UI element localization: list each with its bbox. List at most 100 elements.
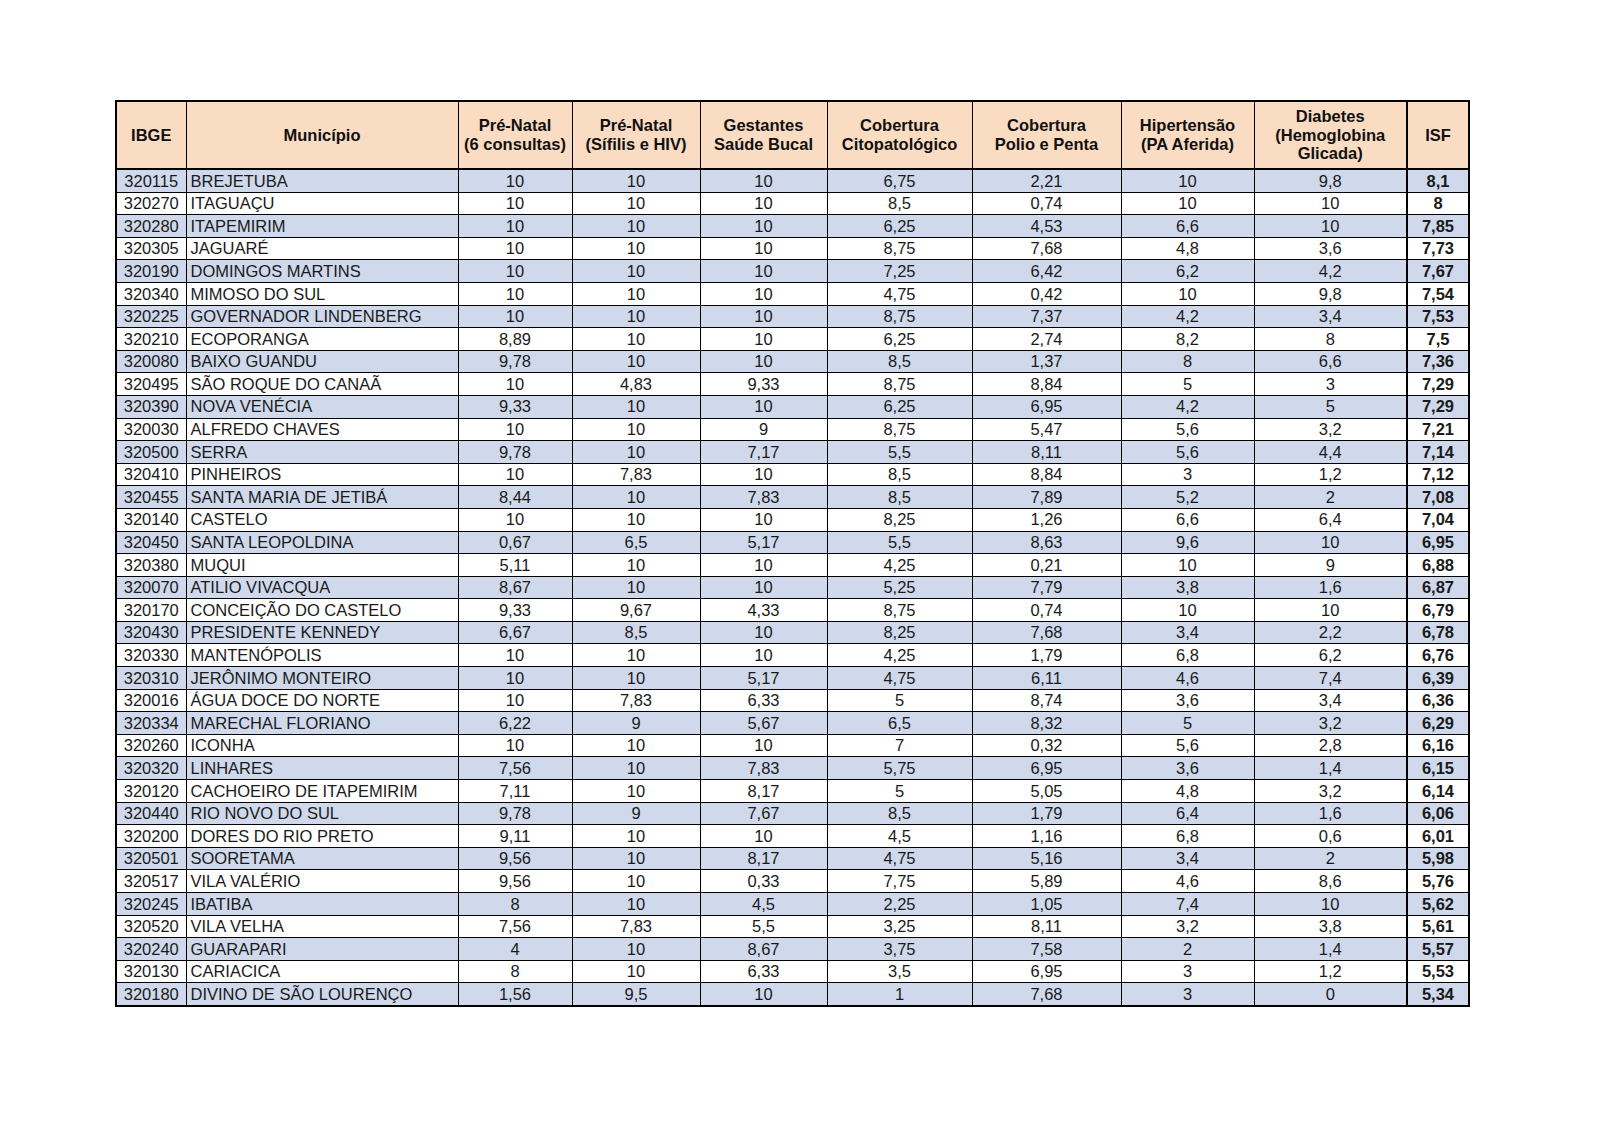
column-header-hipertensao-pa-aferida: Hipertensão (PA Aferida)	[1121, 101, 1254, 169]
cell-cobertura-citopatologico: 6,75	[827, 169, 972, 192]
cell-pre-natal-6-consultas: 10	[458, 463, 572, 486]
cell-municipio: SOORETAMA	[186, 847, 458, 870]
cell-isf: 6,87	[1407, 576, 1469, 599]
cell-pre-natal-6-consultas: 10	[458, 169, 572, 192]
cell-cobertura-citopatologico: 8,5	[827, 802, 972, 825]
cell-isf: 7,08	[1407, 486, 1469, 509]
cell-isf: 8,1	[1407, 169, 1469, 192]
table-row: 320200DORES DO RIO PRETO9,1110104,51,166…	[116, 825, 1469, 848]
cell-cobertura-citopatologico: 7	[827, 734, 972, 757]
cell-cobertura-citopatologico: 8,25	[827, 621, 972, 644]
cell-municipio: SANTA LEOPOLDINA	[186, 531, 458, 554]
cell-ibge: 320140	[116, 508, 186, 531]
table-row: 320320LINHARES7,56107,835,756,953,61,46,…	[116, 757, 1469, 780]
cell-isf: 7,85	[1407, 215, 1469, 238]
cell-ibge: 320245	[116, 893, 186, 916]
cell-gestantes-saude-bucal: 5,17	[700, 667, 827, 690]
cell-municipio: IBATIBA	[186, 893, 458, 916]
cell-hipertensao-pa-aferida: 9,6	[1121, 531, 1254, 554]
cell-ibge: 320240	[116, 938, 186, 961]
cell-pre-natal-6-consultas: 10	[458, 260, 572, 283]
cell-cobertura-polio-penta: 1,37	[972, 350, 1121, 373]
cell-cobertura-citopatologico: 3,75	[827, 938, 972, 961]
cell-diabetes-hemoglobina-glicada: 3,2	[1254, 780, 1407, 803]
cell-diabetes-hemoglobina-glicada: 2	[1254, 486, 1407, 509]
cell-isf: 6,36	[1407, 689, 1469, 712]
cell-diabetes-hemoglobina-glicada: 1,6	[1254, 802, 1407, 825]
table-row: 320440RIO NOVO DO SUL9,7897,678,51,796,4…	[116, 802, 1469, 825]
cell-pre-natal-6-consultas: 9,78	[458, 441, 572, 464]
cell-pre-natal-sifilis-hiv: 10	[572, 576, 700, 599]
cell-gestantes-saude-bucal: 8,67	[700, 938, 827, 961]
cell-cobertura-citopatologico: 3,5	[827, 960, 972, 983]
table-row: 320500SERRA9,78107,175,58,115,64,47,14	[116, 441, 1469, 464]
cell-pre-natal-6-consultas: 9,78	[458, 350, 572, 373]
cell-gestantes-saude-bucal: 0,33	[700, 870, 827, 893]
cell-diabetes-hemoglobina-glicada: 2,8	[1254, 734, 1407, 757]
cell-municipio: BREJETUBA	[186, 169, 458, 192]
cell-ibge: 320305	[116, 237, 186, 260]
cell-gestantes-saude-bucal: 10	[700, 621, 827, 644]
cell-pre-natal-sifilis-hiv: 7,83	[572, 463, 700, 486]
cell-ibge: 320170	[116, 599, 186, 622]
cell-pre-natal-sifilis-hiv: 10	[572, 757, 700, 780]
cell-isf: 7,14	[1407, 441, 1469, 464]
cell-gestantes-saude-bucal: 10	[700, 644, 827, 667]
table-row: 320210ECOPORANGA8,8910106,252,748,287,5	[116, 328, 1469, 351]
cell-hipertensao-pa-aferida: 5,6	[1121, 418, 1254, 441]
cell-municipio: MUQUI	[186, 554, 458, 577]
table-row: 320390NOVA VENÉCIA9,3310106,256,954,257,…	[116, 395, 1469, 418]
cell-isf: 6,76	[1407, 644, 1469, 667]
cell-municipio: BAIXO GUANDU	[186, 350, 458, 373]
cell-gestantes-saude-bucal: 7,83	[700, 757, 827, 780]
table-row: 320130CARIACICA8106,333,56,9531,25,53	[116, 960, 1469, 983]
cell-hipertensao-pa-aferida: 4,2	[1121, 305, 1254, 328]
cell-pre-natal-sifilis-hiv: 10	[572, 418, 700, 441]
cell-ibge: 320200	[116, 825, 186, 848]
cell-isf: 6,39	[1407, 667, 1469, 690]
cell-hipertensao-pa-aferida: 6,8	[1121, 644, 1254, 667]
table-row: 320115BREJETUBA1010106,752,21109,88,1	[116, 169, 1469, 192]
cell-municipio: MANTENÓPOLIS	[186, 644, 458, 667]
cell-hipertensao-pa-aferida: 3,4	[1121, 621, 1254, 644]
cell-cobertura-citopatologico: 5,25	[827, 576, 972, 599]
cell-gestantes-saude-bucal: 10	[700, 576, 827, 599]
cell-ibge: 320517	[116, 870, 186, 893]
table-row: 320016ÁGUA DOCE DO NORTE107,836,3358,743…	[116, 689, 1469, 712]
cell-isf: 5,57	[1407, 938, 1469, 961]
cell-ibge: 320270	[116, 192, 186, 215]
cell-diabetes-hemoglobina-glicada: 5	[1254, 395, 1407, 418]
cell-hipertensao-pa-aferida: 5,6	[1121, 734, 1254, 757]
cell-isf: 6,95	[1407, 531, 1469, 554]
cell-cobertura-polio-penta: 8,11	[972, 915, 1121, 938]
cell-hipertensao-pa-aferida: 8,2	[1121, 328, 1254, 351]
cell-gestantes-saude-bucal: 10	[700, 983, 827, 1006]
cell-ibge: 320280	[116, 215, 186, 238]
cell-cobertura-polio-penta: 0,32	[972, 734, 1121, 757]
cell-diabetes-hemoglobina-glicada: 1,6	[1254, 576, 1407, 599]
cell-cobertura-polio-penta: 0,42	[972, 282, 1121, 305]
cell-pre-natal-sifilis-hiv: 10	[572, 215, 700, 238]
cell-pre-natal-sifilis-hiv: 10	[572, 282, 700, 305]
cell-ibge: 320310	[116, 667, 186, 690]
table-row: 320501SOORETAMA9,56108,174,755,163,425,9…	[116, 847, 1469, 870]
cell-hipertensao-pa-aferida: 8	[1121, 350, 1254, 373]
column-header-isf: ISF	[1407, 101, 1469, 169]
cell-hipertensao-pa-aferida: 3	[1121, 463, 1254, 486]
cell-pre-natal-6-consultas: 10	[458, 667, 572, 690]
cell-cobertura-citopatologico: 8,75	[827, 305, 972, 328]
cell-ibge: 320340	[116, 282, 186, 305]
cell-cobertura-polio-penta: 7,68	[972, 983, 1121, 1006]
cell-cobertura-citopatologico: 8,75	[827, 418, 972, 441]
cell-isf: 7,54	[1407, 282, 1469, 305]
cell-cobertura-citopatologico: 8,75	[827, 599, 972, 622]
cell-hipertensao-pa-aferida: 4,6	[1121, 667, 1254, 690]
cell-pre-natal-sifilis-hiv: 8,5	[572, 621, 700, 644]
table-row: 320340MIMOSO DO SUL1010104,750,42109,87,…	[116, 282, 1469, 305]
cell-gestantes-saude-bucal: 5,5	[700, 915, 827, 938]
cell-pre-natal-6-consultas: 7,56	[458, 757, 572, 780]
cell-diabetes-hemoglobina-glicada: 7,4	[1254, 667, 1407, 690]
cell-hipertensao-pa-aferida: 6,8	[1121, 825, 1254, 848]
cell-pre-natal-6-consultas: 8,44	[458, 486, 572, 509]
cell-cobertura-citopatologico: 6,25	[827, 328, 972, 351]
